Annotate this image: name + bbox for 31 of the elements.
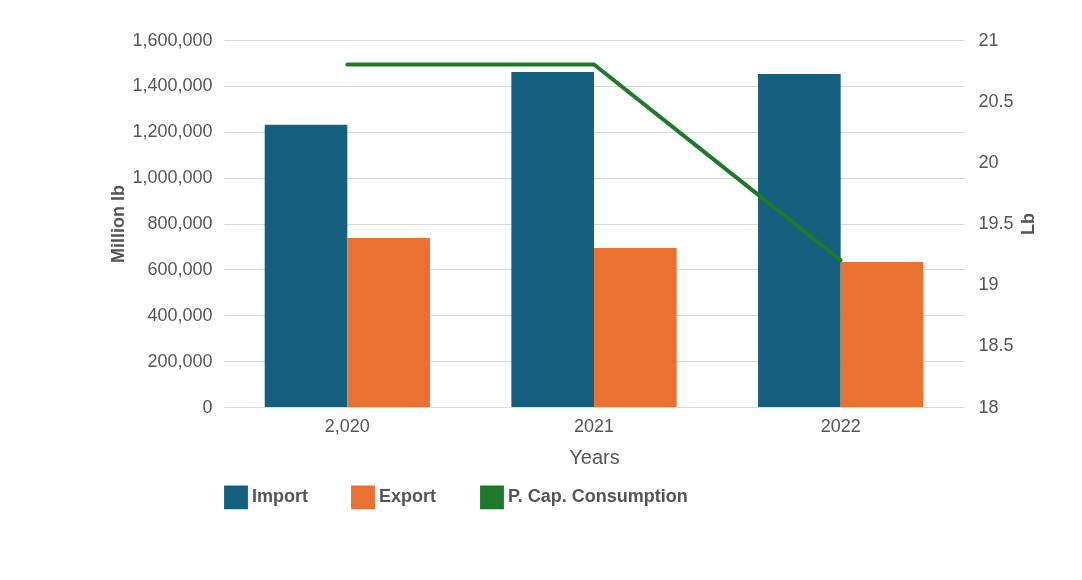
y-tick-label: 1,000,000: [132, 167, 213, 188]
x-axis-title: Years: [569, 445, 620, 468]
y-tick-label: 800,000: [147, 213, 213, 233]
bar: [840, 262, 924, 407]
y-tick-label: 0: [202, 396, 213, 417]
bar: [347, 237, 430, 407]
x-tick-label: 2022: [820, 415, 861, 436]
bar: [264, 124, 348, 407]
y2-axis-title: Lb: [1017, 213, 1038, 235]
bar: [594, 248, 677, 407]
bar: [758, 73, 841, 407]
x-tick-label: 2021: [573, 415, 615, 436]
y-tick-label: 200,000: [147, 350, 213, 371]
legend-label: Import: [252, 486, 308, 507]
y2-tick-label: 19: [978, 274, 999, 295]
y-tick-label: 1,400,000: [132, 75, 213, 96]
y2-tick-label: 20.5: [978, 90, 1014, 111]
y-tick-label: 1,600,000: [132, 29, 213, 50]
y2-tick-label: 18: [978, 396, 999, 417]
y-tick-label: 1,200,000: [132, 121, 213, 142]
y2-tick-label: 20: [978, 151, 999, 172]
y-tick-label: 600,000: [147, 258, 213, 279]
y2-tick-label: 21: [978, 29, 999, 50]
bar: [511, 72, 594, 407]
y-axis-title: Million lb: [108, 185, 129, 263]
legend-label: P. Cap. Consumption: [508, 486, 688, 507]
y-tick-label: 400,000: [147, 304, 213, 325]
y2-tick-label: 18.5: [978, 335, 1014, 356]
y2-tick-label: 19.5: [978, 213, 1014, 233]
x-tick-label: 2,020: [324, 415, 370, 436]
legend-label: Export: [379, 486, 437, 507]
